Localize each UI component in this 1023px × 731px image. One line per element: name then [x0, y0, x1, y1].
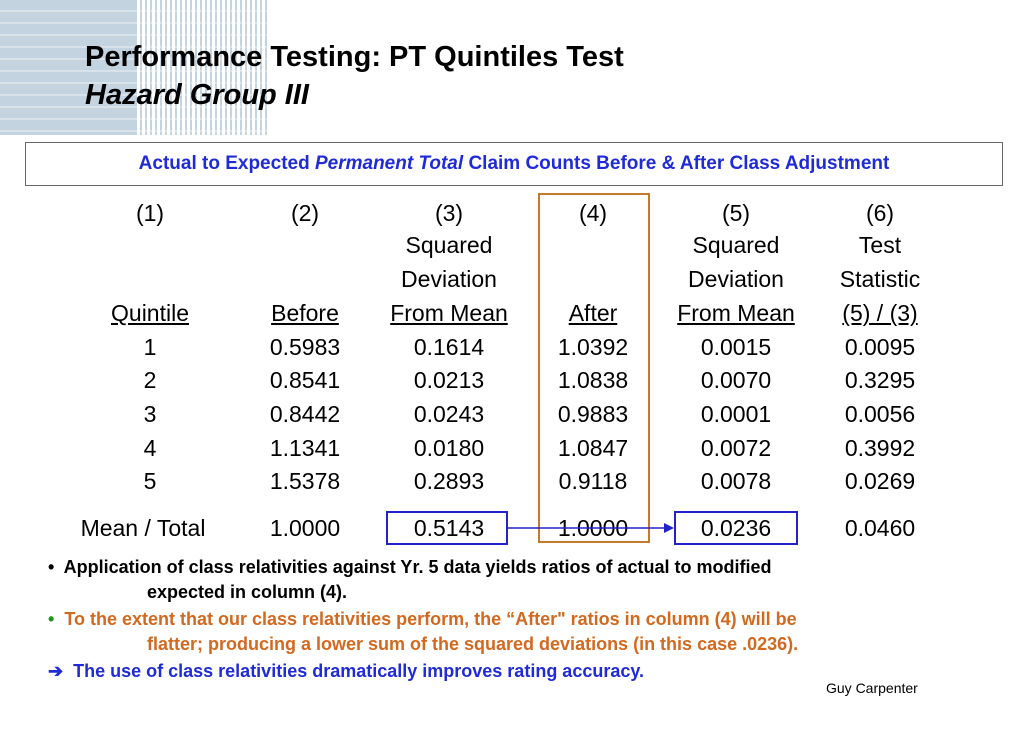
table-cell: 0.1614 — [413, 334, 485, 360]
page-title: Performance Testing: PT Quintiles Test — [85, 41, 624, 73]
arrow-right-icon: ➔ — [48, 661, 64, 681]
table-cell: 1.5378 — [269, 468, 341, 494]
table-cell: 0.0095 — [844, 334, 916, 360]
total-cell: 0.0460 — [844, 515, 916, 541]
table-cell: 5 — [143, 468, 157, 494]
bullet-item-2: • To the extent that our class relativit… — [48, 607, 968, 657]
caption-italic: Permanent Total — [314, 153, 464, 174]
column-header: (1) — [135, 200, 165, 226]
column-header: Squared — [405, 232, 493, 258]
table-cell: 1 — [143, 334, 157, 360]
table-cell: 0.2893 — [413, 468, 485, 494]
after-column-highlight — [538, 193, 650, 543]
column-header: Test — [858, 232, 902, 258]
column-header: Squared — [692, 232, 780, 258]
bullet-text-line1: To the extent that our class relativitie… — [64, 609, 797, 629]
total-cell: 1.0000 — [269, 515, 341, 541]
total-cell: 0.0236 — [700, 515, 772, 541]
table-cell: 0.0070 — [700, 367, 772, 393]
column-header: (5) — [721, 200, 751, 226]
table-cell: 1.1341 — [269, 435, 341, 461]
column-header: Deviation — [401, 266, 497, 292]
column-header: (4) — [578, 200, 608, 226]
table-cell: 0.9883 — [557, 401, 629, 427]
decorative-corner-block — [0, 0, 135, 135]
bullet-text-line1: Application of class relativities agains… — [63, 557, 772, 577]
table-cell: 0.0001 — [700, 401, 772, 427]
bullet-marker: • — [48, 557, 55, 577]
table-cell: 0.0180 — [413, 435, 485, 461]
table-cell: 0.0243 — [413, 401, 485, 427]
bullet-item-3: ➔ The use of class relativities dramatic… — [48, 659, 948, 684]
column-header: After — [568, 300, 618, 326]
table-cell: 1.0847 — [557, 435, 629, 461]
table-cell: 3 — [143, 401, 157, 427]
column-header: (6) — [865, 200, 895, 226]
table-cell: 0.3992 — [844, 435, 916, 461]
before-total-highlight — [386, 511, 508, 545]
column-header: Statistic — [839, 266, 921, 292]
bullet-marker: • — [48, 609, 55, 629]
comparison-arrow-icon — [508, 523, 674, 533]
column-header: Quintile — [111, 300, 189, 326]
decorative-corner-stripes — [135, 0, 270, 135]
total-cell: 0.5143 — [413, 515, 485, 541]
column-header: Before — [271, 300, 339, 326]
table-cell: 0.3295 — [844, 367, 916, 393]
table-cell: 0.0078 — [700, 468, 772, 494]
table-cell: 2 — [143, 367, 157, 393]
column-header: (3) — [434, 200, 464, 226]
table-cell: 0.0056 — [844, 401, 916, 427]
table-cell: 0.0015 — [700, 334, 772, 360]
table-cell: 0.9118 — [558, 468, 628, 494]
bullet-item-1: • Application of class relativities agai… — [48, 555, 948, 605]
table-cell: 0.0269 — [844, 468, 916, 494]
total-cell: Mean / Total — [80, 515, 206, 541]
after-total-highlight — [674, 511, 798, 545]
table-cell: 4 — [143, 435, 157, 461]
bullet-text-line2: expected in column (4). — [147, 582, 348, 602]
table-cell: 0.0213 — [413, 367, 485, 393]
bullet-text-line2: flatter; producing a lower sum of the sq… — [147, 634, 799, 654]
column-header: (2) — [290, 200, 320, 226]
table-cell: 1.0392 — [557, 334, 629, 360]
table-cell: 0.5983 — [269, 334, 341, 360]
column-header: Deviation — [688, 266, 784, 292]
column-header: From Mean — [677, 300, 795, 326]
table-caption: Actual to Expected Permanent Total Claim… — [25, 142, 1003, 186]
bullet-text-line1: The use of class relativities dramatical… — [73, 661, 645, 681]
page-subtitle: Hazard Group III — [85, 79, 309, 111]
column-header: (5) / (3) — [842, 300, 918, 326]
footer-author: Guy Carpenter — [826, 680, 918, 696]
column-header: From Mean — [390, 300, 508, 326]
table-cell: 0.8442 — [269, 401, 341, 427]
caption-part1: Actual to Expected — [138, 153, 310, 174]
table-cell: 1.0838 — [557, 367, 629, 393]
caption-part2: Claim Counts Before & After Class Adjust… — [468, 153, 890, 174]
table-cell: 0.0072 — [700, 435, 772, 461]
table-cell: 0.8541 — [269, 367, 341, 393]
